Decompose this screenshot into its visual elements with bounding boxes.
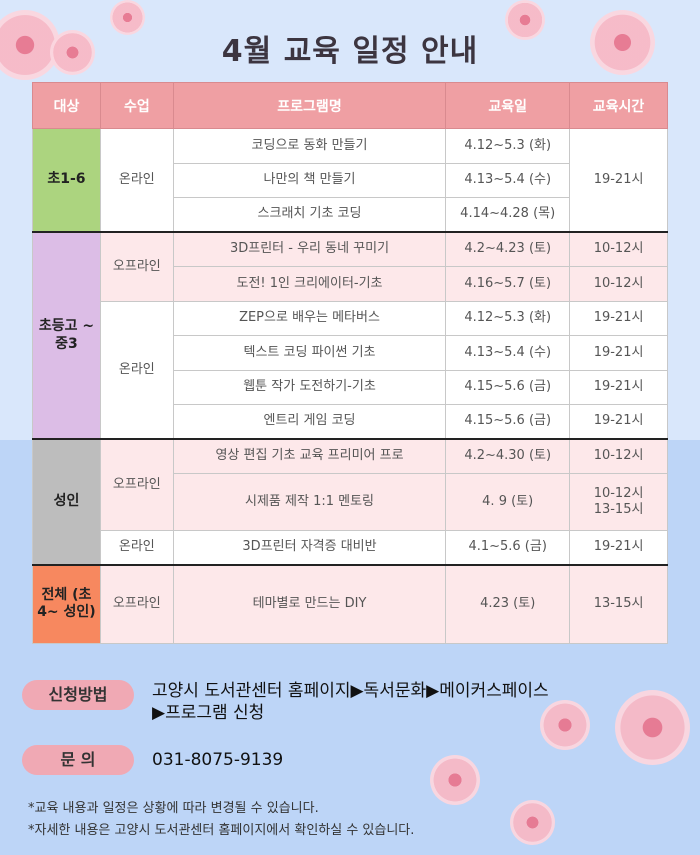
program-name-cell: 영상 편집 기초 교육 프리미어 프로	[172, 438, 447, 474]
apply-method-label: 신청방법	[22, 680, 134, 710]
page-title: 4월 교육 일정 안내	[221, 34, 479, 69]
date-cell: 4.2~4.23 (토)	[445, 231, 571, 267]
cherry-blossom-decoration	[510, 800, 555, 845]
target-cell: 성인	[32, 438, 101, 566]
date-cell: 4.13~5.4 (수)	[445, 335, 571, 371]
table-row: 온라인 ZEP으로 배우는 메타버스 4.12~5.3 (화) 19-21시	[33, 300, 668, 440]
date-cell: 4.15~5.6 (금)	[445, 404, 571, 440]
target-cell: 초1-6	[32, 128, 101, 233]
note-item: *교육 내용과 일정은 상황에 따라 변경될 수 있습니다.	[28, 801, 319, 816]
program-name-cell: 테마별로 만드는 DIY	[172, 564, 447, 644]
date-cell: 4.12~5.3 (화)	[445, 300, 571, 336]
column-header: 대상	[32, 82, 101, 129]
cherry-blossom-decoration	[505, 0, 545, 40]
time-cell: 10-12시 13-15시	[569, 473, 668, 531]
class-mode-cell: 온라인	[99, 128, 174, 233]
table-row: 초1-6 온라인 코딩으로 동화 만들기 4.12~5.3 (화) 19-21시	[32, 128, 668, 233]
program-name-cell: 코딩으로 동화 만들기	[172, 128, 447, 164]
contact-phone: 031-8075-9139	[152, 750, 284, 770]
class-mode-cell: 온라인	[99, 300, 174, 440]
class-mode-cell: 오프라인	[99, 438, 174, 531]
program-name-cell: 나만의 책 만들기	[172, 162, 447, 198]
date-cell: 4.16~5.7 (토)	[445, 266, 571, 302]
column-header: 수업	[99, 82, 174, 129]
table-row: 온라인 3D프린터 자격증 대비반 4.1~5.6 (금) 19-21시	[33, 530, 668, 566]
date-cell: 4.15~5.6 (금)	[445, 369, 571, 405]
date-cell: 4.23 (토)	[445, 564, 571, 644]
table-row: 성인 오프라인 영상 편집 기초 교육 프리미어 프로 4.2~4.30 (토) 10-…	[32, 438, 668, 566]
time-cell: 19-21시	[569, 404, 668, 440]
program-name-cell: ZEP으로 배우는 메타버스	[172, 300, 447, 336]
date-cell: 4. 9 (토)	[445, 473, 571, 531]
cherry-blossom-decoration	[615, 690, 690, 765]
table-row: 엔트리 게임 코딩 4.15~5.6 (금) 19-21시	[33, 404, 668, 440]
cherry-blossom-decoration	[430, 755, 480, 805]
date-cell: 4.13~5.4 (수)	[445, 162, 571, 198]
time-cell: 13-15시	[569, 564, 668, 644]
schedule-table: 대상 수업 프로그램명 교육일 교육시간 초1-6 온라인 코딩으로 동화 만들기 4.12~…	[32, 82, 668, 644]
table-header: 대상 수업 프로그램명 교육일 교육시간	[32, 82, 668, 129]
column-header: 교육시간	[569, 82, 668, 129]
column-header: 프로그램명	[172, 82, 447, 129]
target-cell: 초등고 ~ 중3	[32, 231, 101, 440]
program-name-cell: 3D프린터 - 우리 동네 꾸미기	[172, 231, 447, 267]
table-row: 나만의 책 만들기 4.13~5.4 (수)	[33, 162, 668, 198]
class-mode-cell: 온라인	[99, 530, 174, 566]
program-name-cell: 텍스트 코딩 파이썬 기초	[172, 335, 447, 371]
program-name-cell: 시제품 제작 1:1 멘토링	[172, 473, 447, 531]
time-cell: 19-21시	[569, 300, 668, 336]
contact-label: 문 의	[22, 745, 134, 775]
table-row: 시제품 제작 1:1 멘토링 4. 9 (토) 10-12시 13-15시	[33, 473, 668, 531]
date-cell: 4.1~5.6 (금)	[445, 530, 571, 566]
program-name-cell: 3D프린터 자격증 대비반	[172, 530, 447, 566]
table-row: 웹툰 작가 도전하기-기초 4.15~5.6 (금) 19-21시	[33, 369, 668, 405]
time-cell: 19-21시	[569, 335, 668, 371]
date-cell: 4.2~4.30 (토)	[445, 438, 571, 474]
table-row: 초등고 ~ 중3 오프라인 3D프린터 - 우리 동네 꾸미기 4.2~4.23 (토…	[32, 231, 668, 440]
table-row: 전체 (초4~ 성인) 오프라인 테마별로 만드는 DIY 4.23 (토) 13-15…	[32, 564, 668, 644]
apply-path-line2: ▶프로그램 신청	[152, 703, 265, 723]
time-cell: 19-21시	[569, 128, 668, 233]
date-cell: 4.12~5.3 (화)	[445, 128, 571, 164]
date-cell: 4.14~4.28 (목)	[445, 197, 571, 233]
program-name-cell: 엔트리 게임 코딩	[172, 404, 447, 440]
table-row: 텍스트 코딩 파이썬 기초 4.13~5.4 (수) 19-21시	[33, 335, 668, 371]
time-cell: 19-21시	[569, 530, 668, 566]
cherry-blossom-decoration	[590, 10, 655, 75]
apply-path-line1: 고양시 도서관센터 홈페이지▶독서문화▶메이커스페이스	[152, 681, 549, 701]
time-cell: 10-12시	[569, 438, 668, 474]
cherry-blossom-decoration	[50, 30, 95, 75]
cherry-blossom-decoration	[110, 0, 145, 35]
note-item: *자세한 내용은 고양시 도서관센터 홈페이지에서 확인하실 수 있습니다.	[28, 823, 415, 838]
column-header: 교육일	[445, 82, 571, 129]
apply-method-text: 고양시 도서관센터 홈페이지▶독서문화▶메이커스페이스 ▶프로그램 신청	[152, 680, 549, 724]
table-row: 도전! 1인 크리에이터-기초 4.16~5.7 (토) 10-12시	[33, 266, 668, 302]
program-name-cell: 웹툰 작가 도전하기-기초	[172, 369, 447, 405]
time-cell: 10-12시	[569, 231, 668, 267]
cherry-blossom-decoration	[540, 700, 590, 750]
target-cell: 전체 (초4~ 성인)	[32, 564, 101, 644]
class-mode-cell: 오프라인	[99, 564, 174, 644]
time-cell: 10-12시	[569, 266, 668, 302]
class-mode-cell: 오프라인	[99, 231, 174, 302]
program-name-cell: 스크래치 기초 코딩	[172, 197, 447, 233]
table-row: 스크래치 기초 코딩 4.14~4.28 (목)	[33, 197, 668, 233]
program-name-cell: 도전! 1인 크리에이터-기초	[172, 266, 447, 302]
time-cell: 19-21시	[569, 369, 668, 405]
notes: *교육 내용과 일정은 상황에 따라 변경될 수 있습니다. *자세한 내용은 …	[28, 798, 414, 842]
